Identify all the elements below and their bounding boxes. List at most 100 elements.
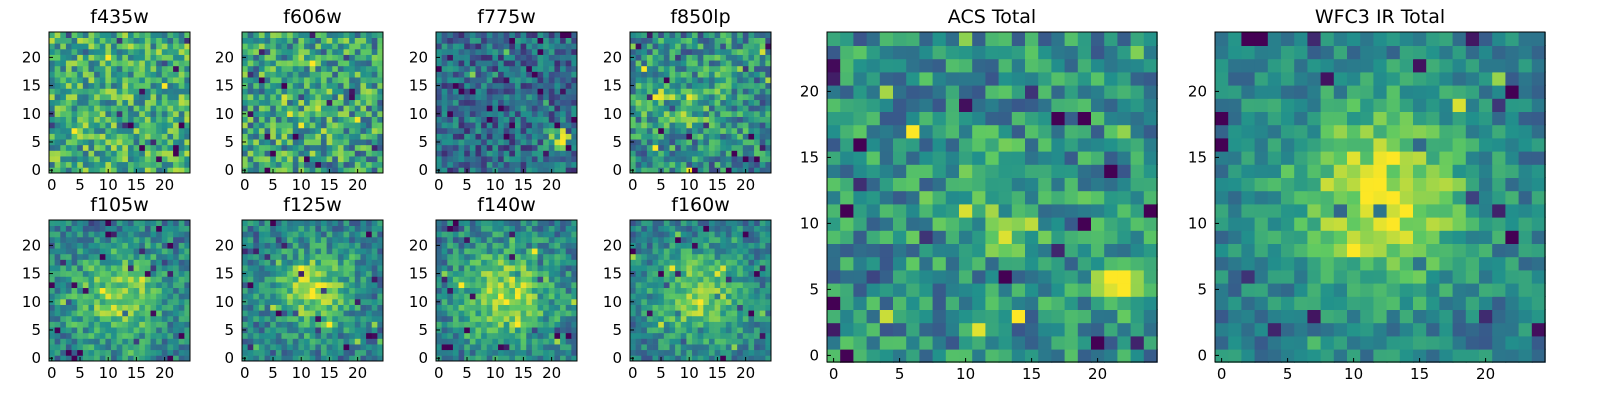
heatmap-cell [321,350,327,356]
heatmap-cell [49,134,55,140]
heatmap-cell [681,327,687,333]
heatmap-cell [310,139,316,145]
heatmap-cell [156,105,162,111]
heatmap-cell [270,322,276,328]
heatmap-cell [554,338,560,344]
heatmap-cell [554,316,560,322]
heatmap-cell [304,276,310,282]
heatmap-cell [726,55,732,61]
heatmap-cell [498,299,504,305]
heatmap-cell [669,145,675,151]
heatmap-cell [88,288,94,294]
heatmap-cell [641,60,647,66]
heatmap-cell [538,333,544,339]
heatmap-cell [366,111,372,117]
heatmap-cell [709,77,715,83]
heatmap-cell [321,83,327,89]
heatmap-cell [560,145,566,151]
heatmap-cell [105,305,111,311]
heatmap-cell [139,299,145,305]
heatmap-cell [360,237,366,243]
heatmap-cell [248,338,254,344]
heatmap-cell [77,134,83,140]
heatmap-cell [105,94,111,100]
heatmap-cell [703,355,709,361]
heatmap-cell [743,134,749,140]
heatmap-cell [338,49,344,55]
heatmap-cell [265,316,271,322]
heatmap-cell [55,355,61,361]
heatmap-cell [304,265,310,271]
heatmap-cell [156,248,162,254]
heatmap-cell [66,259,72,265]
heatmap-cell [105,310,111,316]
heatmap-cell [281,344,287,350]
heatmap-cell [647,350,653,356]
heatmap-cell [111,122,117,128]
heatmap-cell [459,271,465,277]
heatmap-cell [715,316,721,322]
heatmap-cell [566,350,572,356]
heatmap-cell [327,71,333,77]
heatmap-cell [259,271,265,277]
heatmap-cell [543,327,549,333]
heatmap-cell [88,316,94,322]
heatmap-cell [636,254,642,260]
heatmap-cell [487,162,493,168]
y-tick-label: 20 [22,236,41,254]
heatmap-cell [487,316,493,322]
heatmap-cell [698,333,704,339]
heatmap-cell [265,111,271,117]
heatmap-cell [248,66,254,72]
heatmap-cell [436,237,442,243]
heatmap-cell [509,299,515,305]
heatmap-cell [173,350,179,356]
heatmap-cell [487,32,493,38]
heatmap-cell [630,316,636,322]
heatmap-cell [504,322,510,328]
heatmap-cell [647,66,653,72]
heatmap-cell [338,162,344,168]
heatmap-cell [560,344,566,350]
heatmap-cell [698,117,704,123]
heatmap-cell [442,49,448,55]
heatmap-cell [173,66,179,72]
heatmap-cell [630,71,636,77]
heatmap-cell [560,117,566,123]
heatmap-cell [139,49,145,55]
heatmap-cell [475,128,481,134]
heatmap-cell [675,344,681,350]
heatmap-cell [315,134,321,140]
heatmap-cell [521,88,527,94]
heatmap-cell [653,355,659,361]
heatmap-cell [760,344,766,350]
heatmap-cell [360,38,366,44]
heatmap-cell [498,145,504,151]
heatmap-cell [253,355,259,361]
heatmap-cell [509,38,515,44]
heatmap-cell [281,259,287,265]
heatmap-cell [242,162,248,168]
heatmap-cell [464,310,470,316]
heatmap-cell [526,259,532,265]
heatmap-cell [447,350,453,356]
heatmap-cell [55,299,61,305]
heatmap-cell [686,117,692,123]
heatmap-cell [748,105,754,111]
heatmap-cell [504,338,510,344]
heatmap-cell [526,327,532,333]
heatmap-cell [173,77,179,83]
heatmap-cell [179,327,185,333]
heatmap-cell [498,310,504,316]
heatmap-cell [681,282,687,288]
heatmap-cell [265,60,271,66]
heatmap-cell [566,243,572,249]
heatmap-cell [703,66,709,72]
heatmap-cell [315,316,321,322]
heatmap-cell [560,105,566,111]
heatmap-cell [504,282,510,288]
heatmap-cell [658,316,664,322]
heatmap-cell [464,105,470,111]
heatmap-cell [360,226,366,232]
heatmap-cell [366,271,372,277]
